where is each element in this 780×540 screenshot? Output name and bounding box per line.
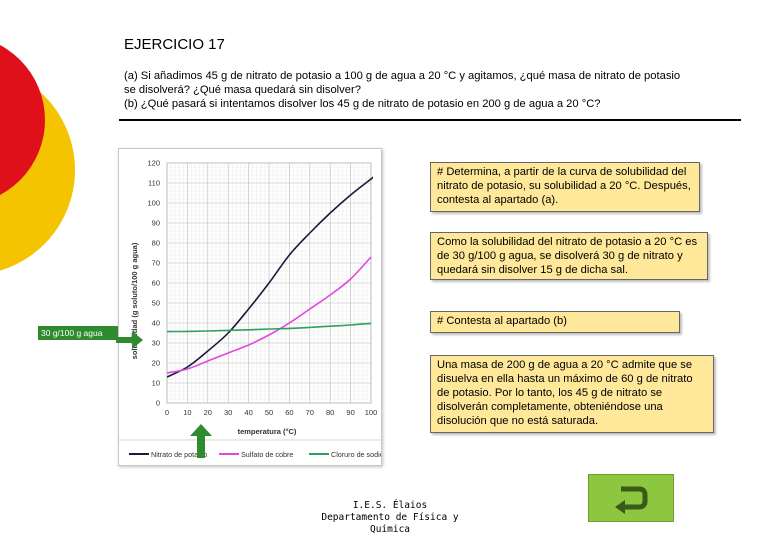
y-tick-label: 20 xyxy=(152,359,160,368)
hint-b-note: # Contesta al apartado (b) xyxy=(430,311,680,333)
x-tick-label: 60 xyxy=(285,408,293,417)
solubility-chart-svg: 0 10 20 30 40 50 60 70 80 90 100 110 120 0 10 20 30 40 50 6… xyxy=(119,159,381,459)
series-line-sulfato-de-cobre xyxy=(167,256,372,374)
decorative-circles xyxy=(0,45,75,271)
x-tick-label: 0 xyxy=(165,408,169,417)
y-axis-label: solubilidad (g soluto/100 g agua) xyxy=(130,242,139,359)
arrow-right-icon xyxy=(116,331,143,349)
divider xyxy=(119,119,741,121)
back-button[interactable] xyxy=(588,474,674,522)
y-tick-label: 80 xyxy=(152,239,160,248)
y-tick-label: 50 xyxy=(152,299,160,308)
answer-b-note: Una masa de 200 g de agua a 20 °C admite… xyxy=(430,355,714,433)
series-line-nitrato-de-potasio xyxy=(167,176,373,378)
y-tick-label: 0 xyxy=(156,399,160,408)
footer: I.E.S. Élaios Departamento de Física y Q… xyxy=(300,500,480,536)
x-tick-label: 80 xyxy=(326,408,334,417)
hint-a-note: # Determina, a partir de la curva de sol… xyxy=(430,162,700,212)
y-tick-label: 120 xyxy=(147,159,160,168)
exercise-title: EJERCICIO 17 xyxy=(124,36,225,53)
callout-30-label: 30 g/100 g agua xyxy=(38,326,118,340)
x-tick-label: 70 xyxy=(306,408,314,417)
x-tick-label: 50 xyxy=(265,408,273,417)
x-tick-label: 100 xyxy=(365,408,378,417)
legend-label: Cloruro de sodio xyxy=(331,450,381,459)
department-name: Departamento de Física y Química xyxy=(321,512,459,535)
return-arrow-icon xyxy=(615,486,648,514)
x-tick-label: 10 xyxy=(183,408,191,417)
y-tick-label: 40 xyxy=(152,319,160,328)
x-tick-label: 30 xyxy=(224,408,232,417)
question-line: (a) Si añadimos 45 g de nitrato de potas… xyxy=(124,70,681,82)
y-tick-label: 30 xyxy=(152,339,160,348)
x-tick-label: 20 xyxy=(204,408,212,417)
y-tick-label: 90 xyxy=(152,219,160,228)
solubility-chart: 0 10 20 30 40 50 60 70 80 90 100 110 120 0 10 20 30 40 50 6… xyxy=(118,148,382,466)
series-line-cloruro-de-sodio xyxy=(167,322,372,333)
question-line: (b) ¿Qué pasará si intentamos disolver l… xyxy=(124,98,601,110)
x-axis-label: temperatura (°C) xyxy=(238,427,297,436)
y-tick-label: 70 xyxy=(152,259,160,268)
x-tick-label: 90 xyxy=(346,408,354,417)
x-tick-label: 40 xyxy=(244,408,252,417)
legend-label: Sulfato de cobre xyxy=(241,450,293,459)
y-tick-label: 110 xyxy=(148,179,160,188)
y-tick-label: 60 xyxy=(152,279,160,288)
y-tick-label: 10 xyxy=(152,379,160,388)
answer-a-note: Como la solubilidad del nitrato de potas… xyxy=(430,232,708,280)
question-text: (a) Si añadimos 45 g de nitrato de potas… xyxy=(124,69,734,111)
arrow-up-icon xyxy=(190,424,212,458)
y-tick-label: 100 xyxy=(147,199,160,208)
legend-label: Nitrato de potasio xyxy=(151,450,207,459)
school-name: I.E.S. Élaios xyxy=(352,500,428,511)
question-line: se disolverá? ¿Qué masa quedará sin diso… xyxy=(124,84,361,96)
